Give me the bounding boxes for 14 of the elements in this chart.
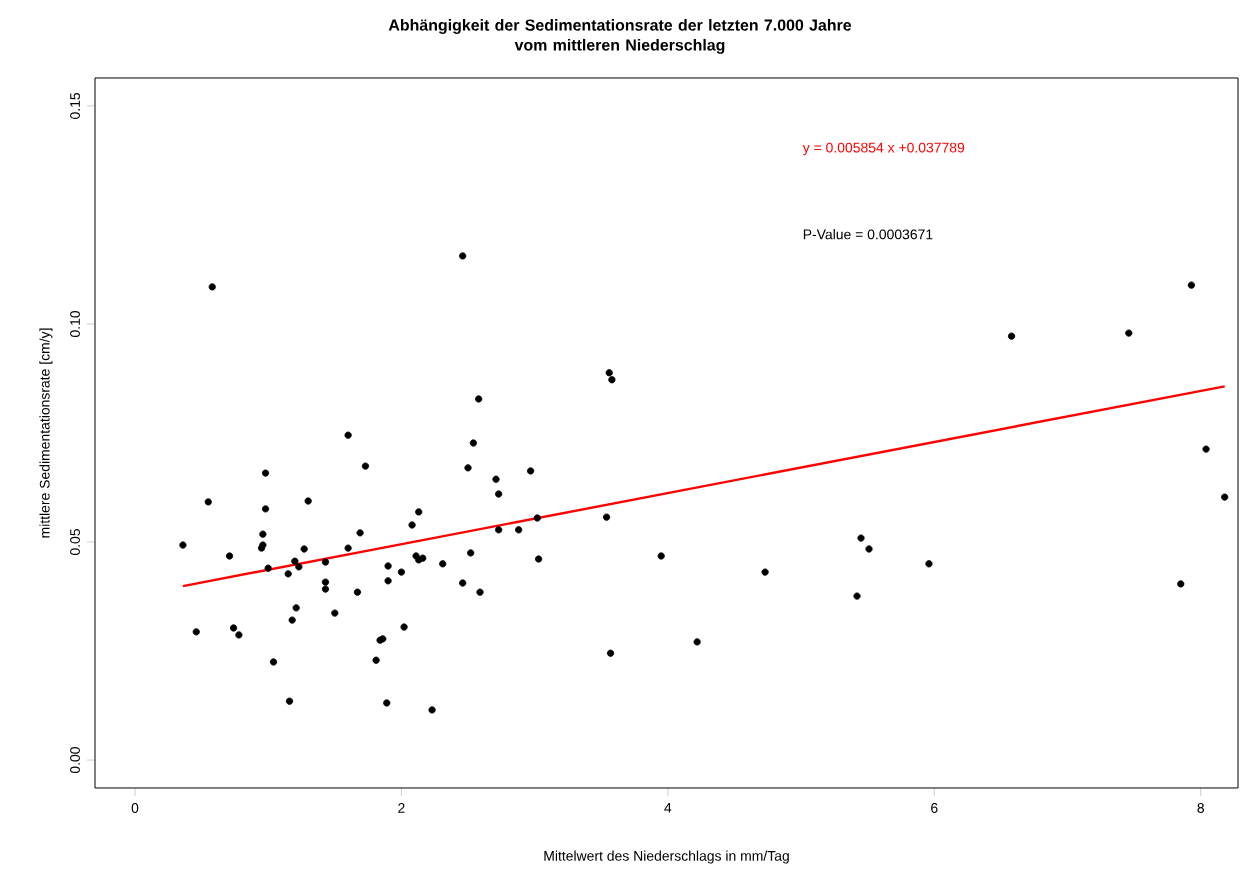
y-tick-label: 0.10 [70, 310, 80, 337]
y-tick-label: 0.00 [70, 747, 80, 774]
x-axis-title: Mittelwert des Niederschlags in mm/Tag [544, 850, 789, 864]
x-tick-label: 6 [931, 803, 938, 813]
x-tick-label: 0 [131, 803, 139, 813]
x-tick-label: 2 [398, 803, 405, 813]
y-tick-label: 0.05 [70, 529, 80, 556]
x-tick-label: 4 [664, 803, 672, 813]
chart-title: Abhängigkeit der Sedimentationsrate der letzten 7.000 Jahre vom mittleren Niederschlag [388, 19, 852, 54]
x-tick-label: 8 [1197, 803, 1204, 813]
annotation: P-Value = 0.0003671 [803, 229, 933, 240]
text: y = 0.005854 x +0.037789 [802, 142, 965, 156]
y-tick-label: 0.15 [70, 92, 80, 119]
y-axis-title: mittlere Sedimentationsrate [cm/y] [39, 328, 53, 538]
